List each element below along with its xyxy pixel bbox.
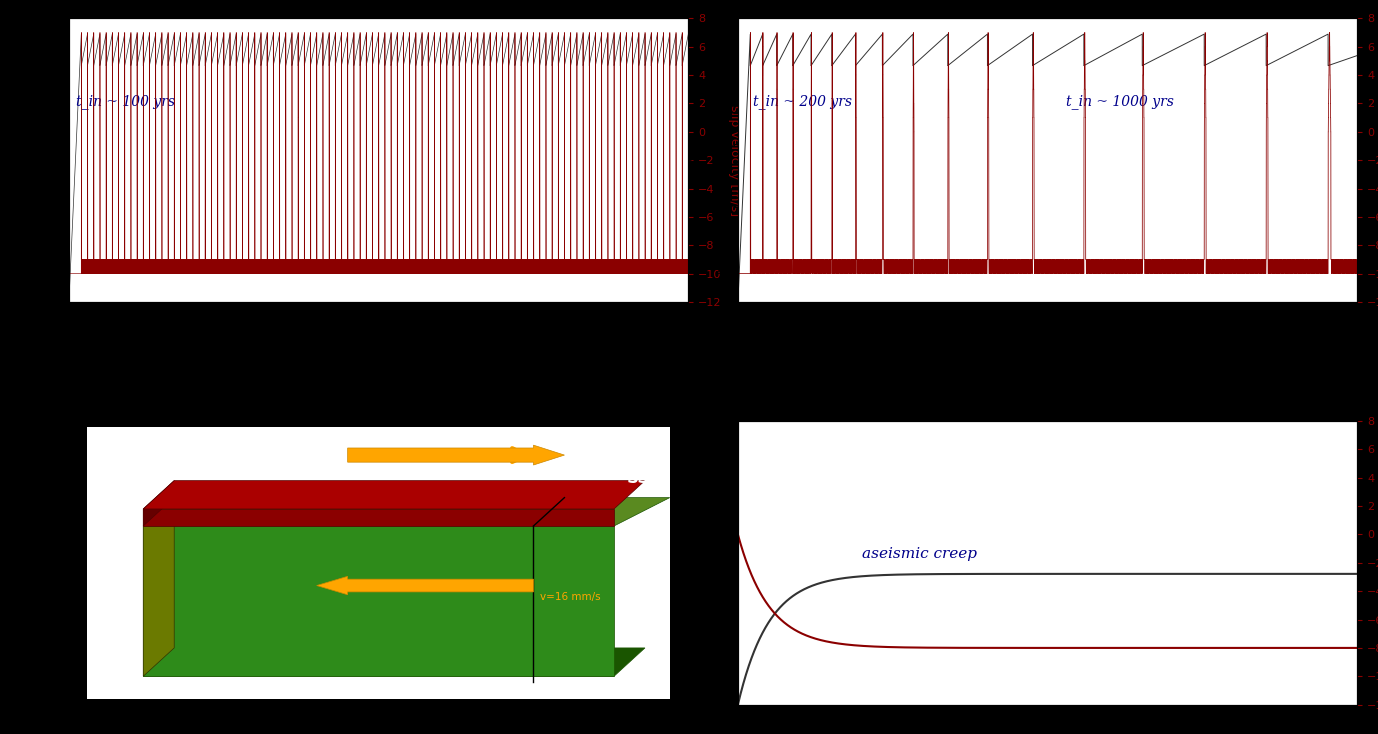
X-axis label: time [yr]: time [yr] [1020,327,1075,341]
Text: aseismic creep: aseismic creep [861,547,977,561]
Text: v=16 mm/s: v=16 mm/s [540,592,601,602]
Polygon shape [143,648,645,676]
Text: t_in ~ 200 yrs: t_in ~ 200 yrs [754,94,853,109]
FancyArrow shape [347,445,565,465]
Text: t_in ~ 100 yrs: t_in ~ 100 yrs [76,94,175,109]
Polygon shape [143,526,615,676]
Y-axis label: τ [MPa]: τ [MPa] [689,137,701,184]
FancyArrow shape [317,576,533,595]
X-axis label: time [yr]: time [yr] [1020,730,1075,734]
Polygon shape [143,509,615,526]
Y-axis label: slip velocity [m/s]: slip velocity [m/s] [728,104,741,216]
Text: t_in ~ 1000 yrs: t_in ~ 1000 yrs [1067,94,1174,109]
Polygon shape [143,498,174,676]
Polygon shape [143,481,174,526]
Polygon shape [143,498,670,526]
Text: SS: SS [627,470,649,487]
Polygon shape [143,481,645,509]
Y-axis label: τ [MPa]: τ [MPa] [689,539,701,586]
X-axis label: time [yr]: time [yr] [351,327,407,341]
Y-axis label: τ [MPa]: τ [MPa] [19,137,33,184]
